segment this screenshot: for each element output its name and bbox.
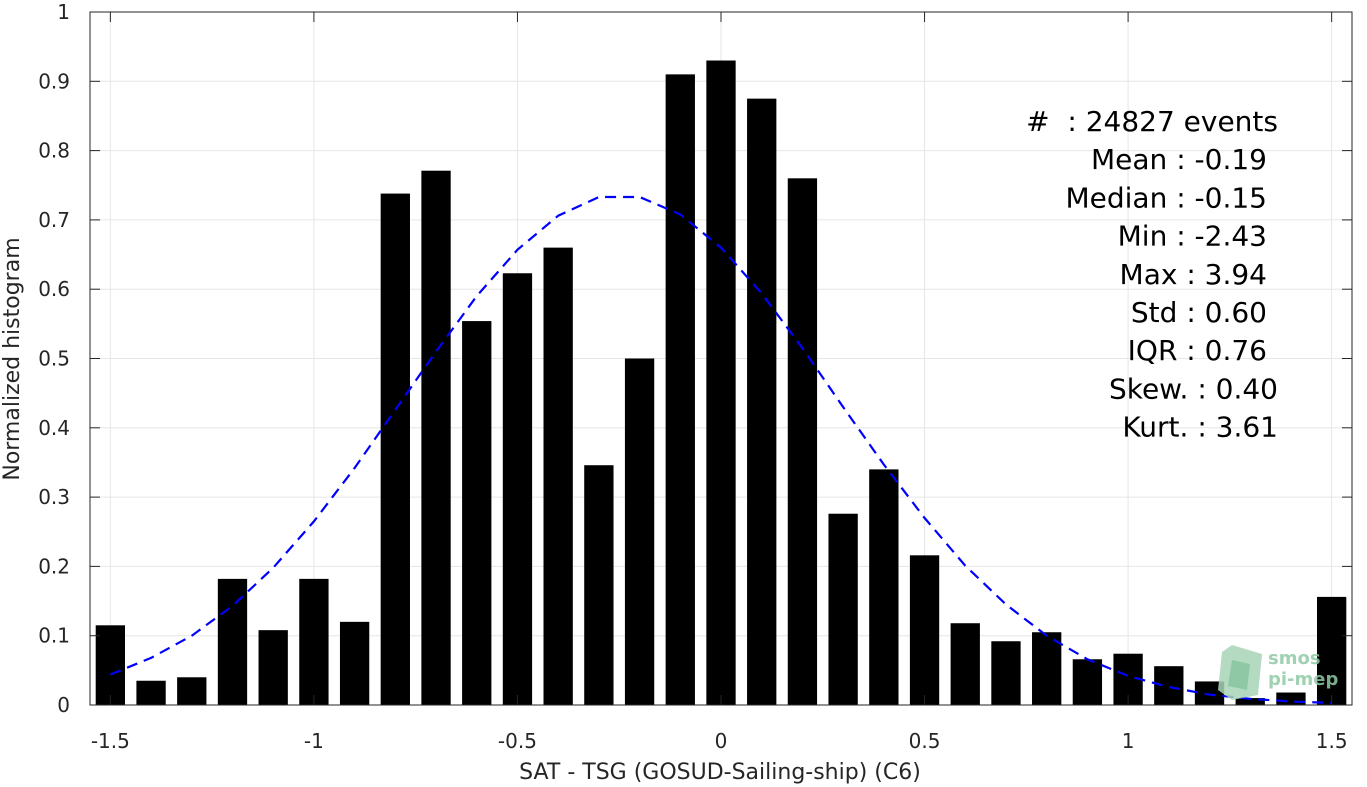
histogram-bar	[543, 247, 573, 705]
histogram-bar	[299, 578, 329, 705]
histogram-bar	[1194, 681, 1225, 705]
x-tick-labels: -1.5 -1 -0.5 0 0.5 1 1.5	[91, 729, 1348, 753]
stats-line: Skew. : 0.40	[1109, 372, 1278, 405]
histogram-bar	[747, 98, 777, 705]
histogram-bar	[787, 178, 818, 705]
y-tick-label: 0.3	[38, 485, 70, 509]
x-tick-label: -1	[304, 729, 324, 753]
y-tick-label: 0.1	[38, 624, 70, 648]
histogram-bar	[502, 273, 533, 705]
x-tick-label: 1	[1122, 729, 1135, 753]
y-tick-label: 0.6	[38, 277, 70, 301]
histogram-bar	[950, 623, 980, 705]
y-axis-label: Normalized histogram	[0, 237, 25, 480]
histogram-bar	[1276, 692, 1306, 705]
x-tick-label: 0.5	[909, 729, 941, 753]
y-tick-label: 0.4	[38, 416, 70, 440]
histogram-bar	[909, 555, 940, 705]
smos-pi-mep-logo: smos pi-mep	[1218, 645, 1338, 700]
histogram-bar	[869, 469, 899, 705]
histogram-bar	[624, 358, 655, 705]
y-tick-label: 1	[57, 0, 70, 24]
stats-line: # : 24827 events	[1026, 105, 1278, 138]
histogram-bar	[136, 680, 166, 705]
stats-line: Median : -0.15	[1065, 181, 1267, 214]
x-tick-label: 1.5	[1316, 729, 1348, 753]
y-tick-label: 0.5	[38, 347, 70, 371]
histogram-bar	[258, 630, 288, 705]
histogram-bar	[421, 170, 451, 705]
y-tick-label: 0.7	[38, 208, 70, 232]
histogram-bar	[1235, 698, 1265, 705]
histogram-bar	[177, 677, 207, 705]
stats-line: Max : 3.94	[1120, 258, 1267, 291]
histogram-bar	[1154, 666, 1184, 705]
logo-text-pi-mep: pi-mep	[1268, 669, 1338, 690]
histogram-bar	[991, 641, 1021, 705]
x-axis-label: SAT - TSG (GOSUD-Sailing-ship) (C6)	[519, 760, 921, 785]
statistics-annotation: # : 24827 events Mean : -0.19 Median : -0.…	[1026, 105, 1278, 444]
histogram-bar	[1316, 596, 1347, 705]
y-tick-label: 0.9	[38, 69, 70, 93]
bars-group	[95, 60, 1347, 706]
axes-group	[89, 11, 1353, 706]
histogram-bar	[1032, 632, 1062, 705]
histogram-bar	[1072, 659, 1103, 705]
logo-text-smos: smos	[1268, 648, 1321, 669]
histogram-bar	[828, 513, 858, 705]
stats-line: Min : -2.43	[1118, 220, 1267, 253]
histogram-bar	[380, 193, 410, 706]
stats-line: IQR : 0.76	[1128, 334, 1267, 367]
histogram-bar	[462, 321, 492, 705]
histogram-bar	[217, 578, 248, 705]
stats-line: Kurt. : 3.61	[1122, 411, 1278, 444]
histogram-bar	[339, 621, 370, 705]
x-tick-label: -1.5	[91, 729, 130, 753]
histogram-bar	[706, 60, 736, 705]
histogram-bar	[584, 465, 614, 705]
y-tick-label: 0.2	[38, 554, 70, 578]
fit-curve-group	[109, 195, 1332, 704]
y-tick-label: 0.8	[38, 139, 70, 163]
x-tick-label: 0	[715, 729, 728, 753]
stats-line: Std : 0.60	[1131, 296, 1267, 329]
logo-shape-inner	[1228, 660, 1250, 690]
y-tick-label: 0	[57, 693, 70, 717]
y-tick-labels: 0 0.1 0.2 0.3 0.4 0.5 0.6 0.7 0.8 0.9 1	[38, 0, 70, 717]
stats-line: Mean : -0.19	[1091, 143, 1267, 176]
x-tick-label: -0.5	[498, 729, 537, 753]
gaussian-fit-line	[109, 195, 1332, 704]
histogram-bar	[665, 74, 695, 706]
histogram-bar	[95, 625, 126, 705]
